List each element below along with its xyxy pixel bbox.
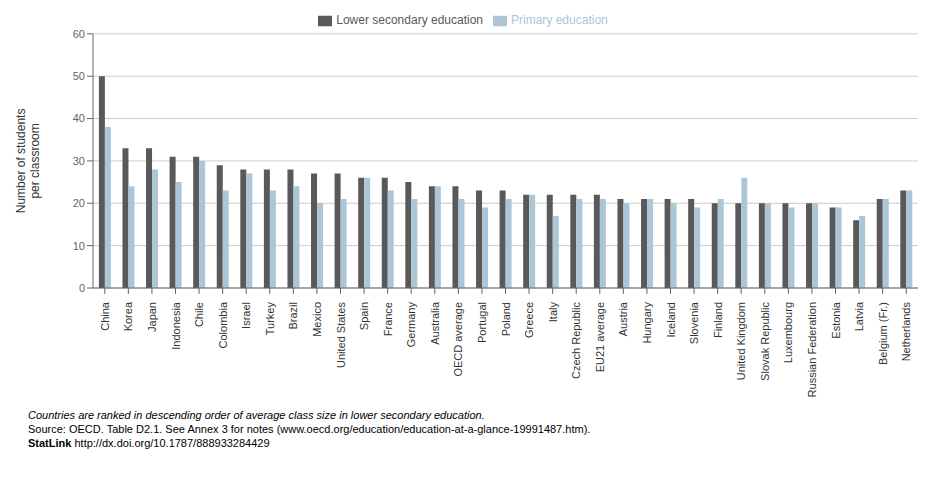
svg-text:Austria: Austria [617,301,629,336]
svg-text:Germany: Germany [405,302,417,348]
svg-text:40: 40 [73,112,85,124]
svg-text:Netherlands: Netherlands [900,302,912,362]
svg-text:Australia: Australia [429,301,441,345]
svg-text:Korea: Korea [122,301,134,331]
html-text:Source: OECD. Table D2.1. See: Source: OECD. Table D2.1. See Annex 3 fo… [28,423,591,435]
svg-text:United States: United States [335,302,347,369]
html-text:Countries are ranked in descen: Countries are ranked in descending order… [28,409,485,421]
svg-text:Slovak Republic: Slovak Republic [759,302,771,381]
svg-text:Spain: Spain [358,302,370,330]
svg-text:Belgium (Fr.): Belgium (Fr.) [877,302,889,365]
svg-text:20: 20 [73,197,85,209]
svg-text:Finland: Finland [712,302,724,338]
svg-text:0: 0 [79,282,85,294]
svg-text:Italy: Italy [547,302,559,323]
svg-text:Number of studentsper classroo: Number of studentsper classroom [14,109,42,214]
svg-text:Czech Republic: Czech Republic [570,302,582,380]
svg-text:Chile: Chile [193,302,205,327]
svg-text:EU21 average: EU21 average [594,302,606,372]
svg-text:60: 60 [73,28,85,40]
svg-text:France: France [382,302,394,336]
svg-text:10: 10 [73,240,85,252]
svg-text:Indonesia: Indonesia [170,301,182,350]
svg-text:Russian Federation: Russian Federation [806,302,818,397]
html-text:StatLink http://dx.doi.org/10.: StatLink http://dx.doi.org/10.1787/88893… [28,437,270,449]
svg-text:Israel: Israel [240,302,252,329]
svg-text:China: China [99,301,111,331]
svg-text:Brazil: Brazil [287,302,299,330]
svg-text:Slovenia: Slovenia [688,301,700,344]
svg-text:Turkey: Turkey [264,302,276,336]
svg-text:Latvia: Latvia [853,301,865,331]
svg-text:Mexico: Mexico [311,302,323,337]
svg-text:50: 50 [73,70,85,82]
svg-text:Iceland: Iceland [665,302,677,337]
svg-text:OECD average: OECD average [452,302,464,377]
svg-text:Colombia: Colombia [217,301,229,348]
html-text:Lower secondary education: Lower secondary education [336,13,483,27]
svg-text:Japan: Japan [146,302,158,332]
html-text:Primary education: Primary education [511,13,608,27]
svg-text:Luxembourg: Luxembourg [782,302,794,363]
svg-text:Estonia: Estonia [830,301,842,339]
svg-text:Greece: Greece [523,302,535,338]
svg-text:Hungary: Hungary [641,302,653,344]
svg-text:Portugal: Portugal [476,302,488,343]
svg-text:Poland: Poland [500,302,512,336]
svg-text:United Kingdom: United Kingdom [735,302,747,380]
svg-text:30: 30 [73,155,85,167]
